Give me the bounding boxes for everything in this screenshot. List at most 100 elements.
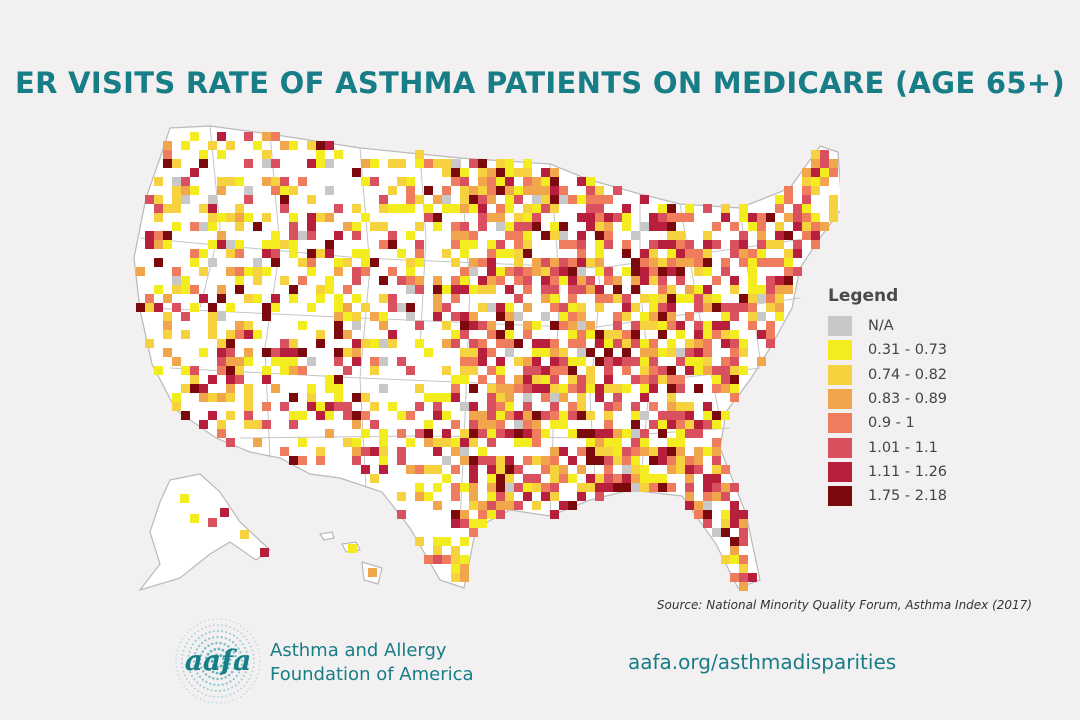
logo-dot [189,628,192,631]
legend-swatch [828,340,852,361]
county-cell [676,330,685,339]
county-cell [658,330,667,339]
county-cell [370,339,379,348]
logo-dot [251,670,254,673]
county-cell [676,321,685,330]
county-cell [352,357,361,366]
logo-dot [201,634,204,637]
county-cell [496,276,505,285]
county-cell [694,357,703,366]
county-cell [316,402,325,411]
county-cell [307,249,316,258]
county-cell [514,429,523,438]
county-cell [298,231,307,240]
county-cell [361,249,370,258]
county-cell [658,366,667,375]
county-cell [307,267,316,276]
logo-dot [220,618,223,620]
county-cell [811,186,820,195]
county-cell [721,330,730,339]
county-cell [721,267,730,276]
county-cell [181,186,190,195]
county-cell [757,213,766,222]
county-cell [226,339,235,348]
county-cell [640,249,649,258]
county-cell [244,213,253,222]
county-cell [478,375,487,384]
county-cell [442,303,451,312]
county-cell [829,159,838,168]
logo-dot [177,674,180,676]
county-cell [180,494,189,503]
logo-dot [212,677,215,680]
county-cell [271,132,280,141]
logo-dot [208,668,211,671]
county-cell [460,429,469,438]
logo-dot [259,660,261,662]
county-cell [334,294,343,303]
county-cell [586,213,595,222]
county-cell [649,249,658,258]
county-cell [595,204,604,213]
county-cell [676,357,685,366]
county-cell [550,168,559,177]
county-cell [289,411,298,420]
county-cell [649,276,658,285]
logo-dot [224,618,227,621]
county-cell [190,249,199,258]
county-cell [433,555,442,564]
county-cell [568,411,577,420]
county-cell [487,456,496,465]
county-cell [739,249,748,258]
county-cell [397,303,406,312]
county-cell [604,231,613,240]
county-cell [487,483,496,492]
logo-dot [240,678,243,681]
county-cell [568,312,577,321]
county-cell [667,285,676,294]
county-cell [262,213,271,222]
logo-dot [212,636,215,639]
logo-dot [179,678,181,680]
county-cell [712,474,721,483]
county-cell [658,348,667,357]
county-cell [460,510,469,519]
county-cell [442,393,451,402]
county-cell [370,357,379,366]
county-cell [496,186,505,195]
county-cell [487,438,496,447]
county-cell [442,537,451,546]
county-cell [712,483,721,492]
county-cell [478,456,487,465]
website-link[interactable]: aafa.org/asthmadisparities [628,650,897,674]
county-cell [379,294,388,303]
county-cell [514,231,523,240]
county-cell [730,240,739,249]
county-cell [505,339,514,348]
county-cell [172,186,181,195]
county-cell [181,285,190,294]
county-cell [361,213,370,222]
logo-dot [211,670,215,674]
county-cell [658,213,667,222]
county-cell [136,303,145,312]
county-cell [199,420,208,429]
county-cell [649,294,658,303]
county-cell [433,438,442,447]
county-cell [712,276,721,285]
county-cell [613,483,622,492]
county-cell [577,375,586,384]
logo-dot [246,658,249,661]
logo-dot [232,651,236,654]
legend-label: 0.74 - 0.82 [868,366,948,383]
county-cell [199,204,208,213]
county-cell [739,303,748,312]
county-cell [586,195,595,204]
county-cell [802,222,811,231]
county-cell [631,321,640,330]
logo-dot [196,623,198,626]
county-cell [316,213,325,222]
county-cell [577,402,586,411]
county-cell [487,177,496,186]
logo-dot [197,690,200,693]
